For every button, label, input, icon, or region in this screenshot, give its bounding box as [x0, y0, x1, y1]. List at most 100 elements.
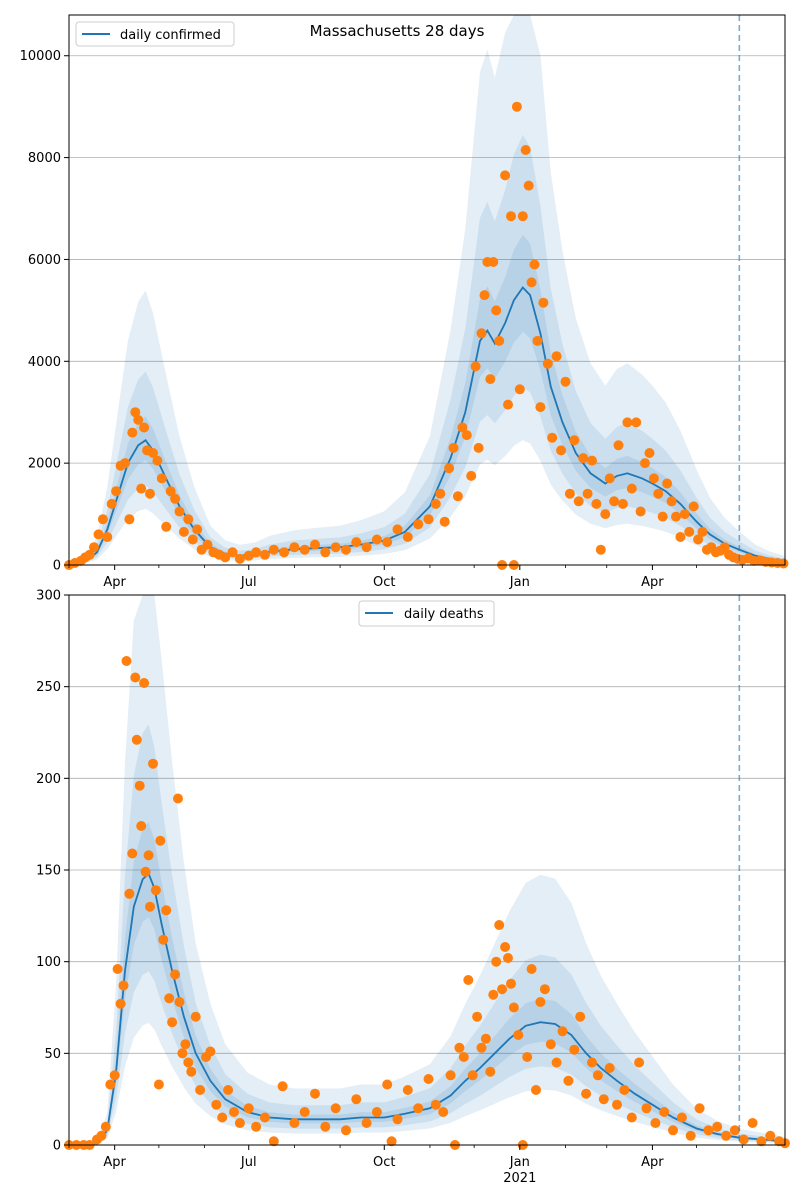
data-point: [721, 1130, 732, 1141]
data-point: [183, 1057, 194, 1068]
data-point: [457, 422, 468, 433]
data-point: [220, 552, 231, 563]
uncertainty-band: [69, 724, 785, 1145]
data-point: [445, 1070, 456, 1081]
data-point: [719, 542, 730, 553]
data-point: [150, 885, 161, 896]
data-point: [523, 180, 534, 191]
data-point: [634, 1057, 645, 1068]
x-axis-ticks: Apr Jul Oct Jan Apr: [68, 565, 743, 590]
data-point: [491, 956, 502, 967]
data-point: [494, 920, 505, 930]
data-point: [131, 734, 142, 745]
data-point: [626, 483, 637, 494]
data-point: [299, 1107, 310, 1117]
y-tick-label: 300: [36, 589, 61, 604]
data-point: [439, 516, 450, 527]
data-point: [622, 417, 633, 428]
x-tick-label: Apr: [103, 575, 126, 590]
data-point: [641, 1103, 652, 1114]
data-point: [109, 1070, 120, 1081]
data-point: [413, 519, 424, 530]
data-point: [268, 544, 279, 555]
data-point: [547, 432, 558, 443]
data-point: [289, 1118, 300, 1128]
data-point: [145, 901, 155, 912]
data-point: [506, 211, 516, 222]
data-point: [458, 1052, 469, 1062]
data-point: [694, 1103, 705, 1114]
data-point: [124, 888, 135, 899]
data-point: [170, 493, 181, 504]
data-point: [659, 1107, 670, 1117]
data-point: [532, 335, 543, 346]
data-point: [662, 478, 673, 489]
x-tick-label: Jan: [509, 1155, 530, 1170]
data-point: [448, 442, 459, 453]
y-axis-ticks: 0 50 100 150 200 250 300: [36, 589, 69, 1154]
x-tick-label: Apr: [641, 575, 664, 590]
data-point: [341, 544, 351, 555]
data-point: [531, 1085, 541, 1095]
data-point: [382, 1079, 393, 1090]
x-tick-label: Oct: [373, 575, 395, 590]
y-tick-label: 150: [36, 864, 61, 879]
data-point: [500, 170, 511, 181]
data-point: [289, 542, 300, 553]
data-point: [671, 511, 681, 522]
uncertainty-band: [69, 595, 785, 1145]
data-point: [582, 488, 593, 499]
data-point: [423, 1074, 434, 1084]
data-point: [503, 399, 513, 410]
data-point: [569, 1044, 580, 1055]
data-point: [161, 905, 172, 916]
data-point: [508, 1002, 519, 1013]
data-point: [234, 553, 245, 564]
y-tick-label: 0: [53, 1139, 61, 1154]
data-point: [186, 1066, 197, 1077]
data-point: [299, 544, 310, 555]
data-point: [626, 1112, 637, 1123]
data-point: [310, 539, 320, 550]
data-point: [538, 297, 549, 308]
data-point: [520, 145, 531, 155]
x-tick-label: Apr: [103, 1155, 126, 1170]
data-point: [575, 1011, 586, 1022]
data-point: [511, 101, 522, 112]
data-point: [592, 1070, 603, 1081]
data-point: [491, 305, 502, 316]
data-point: [361, 542, 372, 553]
y-tick-label: 10000: [20, 49, 61, 64]
data-point: [476, 1042, 487, 1053]
data-point: [494, 335, 505, 346]
data-point: [644, 448, 655, 458]
data-point: [229, 1107, 239, 1117]
data-point: [89, 542, 99, 553]
data-point: [688, 501, 699, 512]
data-point: [148, 758, 158, 769]
data-point: [578, 453, 589, 464]
x-tick-label: Oct: [373, 1155, 395, 1170]
y-tick-label: 2000: [28, 457, 61, 472]
data-point: [500, 942, 511, 952]
data-point: [556, 445, 567, 456]
data-point: [619, 1085, 630, 1095]
data-point: [513, 1030, 524, 1040]
data-point: [535, 402, 546, 413]
data-point: [371, 534, 382, 545]
data-point: [604, 473, 615, 484]
data-point: [466, 470, 477, 481]
data-point: [413, 1103, 424, 1114]
data-point: [617, 498, 628, 509]
data-point: [480, 1033, 491, 1044]
data-point: [485, 374, 496, 385]
data-point: [96, 1130, 107, 1141]
data-point: [430, 1099, 441, 1110]
data-point: [631, 417, 642, 428]
data-point: [361, 1118, 372, 1128]
data-point: [259, 1112, 270, 1123]
data-point: [729, 1125, 740, 1136]
x-tick-year-label: 2021: [503, 1171, 536, 1186]
data-point: [595, 544, 606, 555]
